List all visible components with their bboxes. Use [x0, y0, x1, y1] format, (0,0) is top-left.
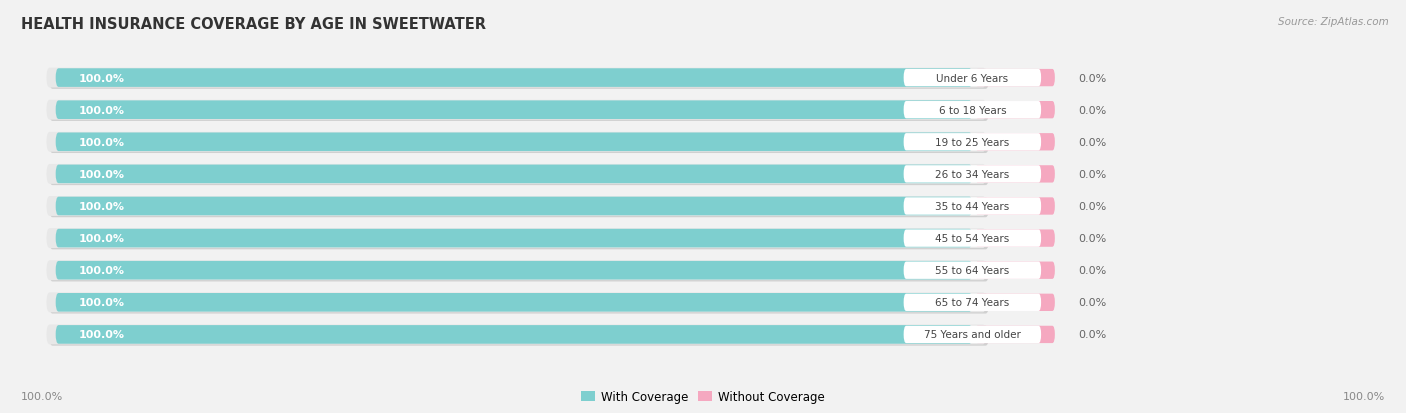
FancyBboxPatch shape: [46, 133, 986, 152]
Text: 26 to 34 Years: 26 to 34 Years: [935, 169, 1010, 180]
FancyBboxPatch shape: [904, 294, 1040, 311]
FancyBboxPatch shape: [49, 198, 988, 218]
FancyBboxPatch shape: [46, 197, 986, 216]
FancyBboxPatch shape: [46, 100, 986, 120]
FancyBboxPatch shape: [976, 134, 1054, 151]
Text: 0.0%: 0.0%: [1078, 169, 1107, 180]
Text: 100.0%: 100.0%: [1343, 391, 1385, 401]
Text: 0.0%: 0.0%: [1078, 330, 1107, 339]
FancyBboxPatch shape: [976, 326, 1054, 343]
FancyBboxPatch shape: [976, 230, 1054, 247]
FancyBboxPatch shape: [49, 134, 988, 154]
Text: HEALTH INSURANCE COVERAGE BY AGE IN SWEETWATER: HEALTH INSURANCE COVERAGE BY AGE IN SWEE…: [21, 17, 486, 31]
Text: 19 to 25 Years: 19 to 25 Years: [935, 138, 1010, 147]
FancyBboxPatch shape: [56, 229, 973, 248]
Text: 75 Years and older: 75 Years and older: [924, 330, 1021, 339]
FancyBboxPatch shape: [56, 165, 973, 184]
Text: 0.0%: 0.0%: [1078, 266, 1107, 275]
FancyBboxPatch shape: [904, 166, 1040, 183]
Text: Source: ZipAtlas.com: Source: ZipAtlas.com: [1278, 17, 1389, 26]
Text: 100.0%: 100.0%: [79, 298, 125, 308]
Text: 100.0%: 100.0%: [79, 105, 125, 115]
FancyBboxPatch shape: [49, 294, 988, 314]
FancyBboxPatch shape: [904, 102, 1040, 119]
Text: 55 to 64 Years: 55 to 64 Years: [935, 266, 1010, 275]
Text: 100.0%: 100.0%: [79, 266, 125, 275]
Text: 0.0%: 0.0%: [1078, 233, 1107, 244]
Text: 100.0%: 100.0%: [21, 391, 63, 401]
FancyBboxPatch shape: [904, 198, 1040, 215]
FancyBboxPatch shape: [56, 293, 973, 312]
Legend: With Coverage, Without Coverage: With Coverage, Without Coverage: [581, 390, 825, 403]
Text: 100.0%: 100.0%: [79, 74, 125, 83]
FancyBboxPatch shape: [976, 198, 1054, 215]
FancyBboxPatch shape: [46, 69, 986, 88]
FancyBboxPatch shape: [904, 70, 1040, 87]
FancyBboxPatch shape: [46, 325, 986, 344]
Text: 0.0%: 0.0%: [1078, 74, 1107, 83]
FancyBboxPatch shape: [976, 166, 1054, 183]
Text: Under 6 Years: Under 6 Years: [936, 74, 1008, 83]
Text: 100.0%: 100.0%: [79, 330, 125, 339]
Text: 6 to 18 Years: 6 to 18 Years: [939, 105, 1007, 115]
FancyBboxPatch shape: [49, 102, 988, 121]
Text: 65 to 74 Years: 65 to 74 Years: [935, 298, 1010, 308]
FancyBboxPatch shape: [46, 164, 986, 184]
FancyBboxPatch shape: [56, 261, 973, 280]
FancyBboxPatch shape: [49, 326, 988, 346]
Text: 0.0%: 0.0%: [1078, 298, 1107, 308]
FancyBboxPatch shape: [56, 133, 973, 152]
FancyBboxPatch shape: [46, 229, 986, 249]
Text: 0.0%: 0.0%: [1078, 138, 1107, 147]
Text: 35 to 44 Years: 35 to 44 Years: [935, 202, 1010, 211]
Text: 0.0%: 0.0%: [1078, 202, 1107, 211]
FancyBboxPatch shape: [976, 70, 1054, 87]
FancyBboxPatch shape: [904, 326, 1040, 343]
FancyBboxPatch shape: [904, 134, 1040, 151]
Text: 0.0%: 0.0%: [1078, 105, 1107, 115]
FancyBboxPatch shape: [56, 69, 973, 88]
FancyBboxPatch shape: [49, 262, 988, 282]
Text: 100.0%: 100.0%: [79, 138, 125, 147]
FancyBboxPatch shape: [49, 230, 988, 250]
FancyBboxPatch shape: [49, 166, 988, 186]
FancyBboxPatch shape: [976, 262, 1054, 279]
Text: 100.0%: 100.0%: [79, 233, 125, 244]
Text: 45 to 54 Years: 45 to 54 Years: [935, 233, 1010, 244]
FancyBboxPatch shape: [56, 197, 973, 216]
FancyBboxPatch shape: [904, 230, 1040, 247]
FancyBboxPatch shape: [46, 293, 986, 313]
FancyBboxPatch shape: [56, 325, 973, 344]
Text: 100.0%: 100.0%: [79, 202, 125, 211]
FancyBboxPatch shape: [49, 70, 988, 90]
FancyBboxPatch shape: [976, 102, 1054, 119]
Text: 100.0%: 100.0%: [79, 169, 125, 180]
FancyBboxPatch shape: [976, 294, 1054, 311]
FancyBboxPatch shape: [56, 101, 973, 120]
FancyBboxPatch shape: [46, 261, 986, 280]
FancyBboxPatch shape: [904, 262, 1040, 279]
